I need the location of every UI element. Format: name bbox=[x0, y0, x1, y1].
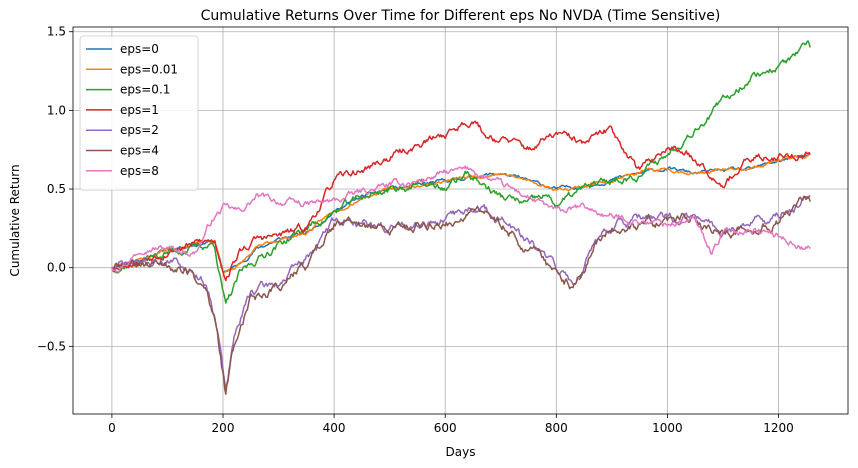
y-tick-label: 1.0 bbox=[47, 103, 66, 117]
plot-frame bbox=[72, 26, 849, 415]
series-line-eps-0-01 bbox=[111, 153, 811, 274]
y-axis-label: Cumulative Return bbox=[8, 164, 22, 276]
y-tick-label: −0.5 bbox=[37, 339, 66, 353]
legend: eps=0 eps=0.01 eps=0.1 eps=1 eps=2 eps=4 eps=8 bbox=[79, 35, 199, 191]
series-line-eps-2 bbox=[111, 194, 811, 390]
series-line-eps-4 bbox=[111, 195, 811, 395]
x-axis-label: Days bbox=[446, 445, 476, 459]
y-tick-label: 0.0 bbox=[47, 261, 66, 275]
series-lines bbox=[111, 40, 811, 395]
y-tick-label: 0.5 bbox=[47, 182, 66, 196]
legend-label: eps=2 bbox=[120, 123, 159, 137]
x-tick-label: 1000 bbox=[652, 421, 683, 435]
y-tick-label: 1.5 bbox=[47, 25, 66, 39]
chart-title: Cumulative Returns Over Time for Differe… bbox=[201, 8, 721, 24]
legend-label: eps=0.01 bbox=[120, 62, 178, 76]
legend-label: eps=0 bbox=[120, 42, 159, 56]
axis-ticks: 0 200 400 600 800 1000 1200 −0.5 0.0 0.5 1.0 1.5 bbox=[37, 25, 794, 435]
series-line-eps-8 bbox=[111, 165, 811, 273]
x-tick-label: 200 bbox=[212, 421, 235, 435]
x-tick-label: 600 bbox=[434, 421, 457, 435]
series-line-eps-1 bbox=[111, 120, 811, 282]
legend-box bbox=[79, 35, 199, 191]
x-tick-label: 0 bbox=[108, 421, 116, 435]
x-tick-label: 800 bbox=[545, 421, 568, 435]
legend-label: eps=1 bbox=[120, 103, 159, 117]
series-line-eps-0-1 bbox=[111, 40, 811, 304]
legend-label: eps=8 bbox=[120, 164, 159, 178]
x-tick-label: 1200 bbox=[763, 421, 794, 435]
legend-label: eps=4 bbox=[120, 144, 159, 158]
legend-label: eps=0.1 bbox=[120, 83, 170, 97]
x-tick-label: 400 bbox=[323, 421, 346, 435]
